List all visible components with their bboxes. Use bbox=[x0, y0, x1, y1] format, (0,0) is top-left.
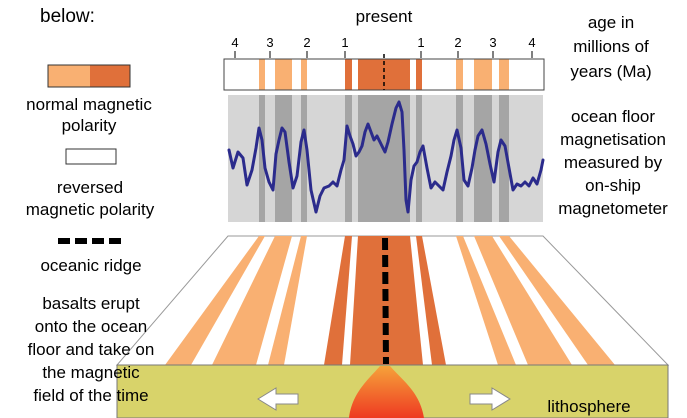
magnetometer-label-line3: measured by bbox=[564, 153, 663, 172]
normal-band bbox=[499, 59, 509, 90]
magnetometer-label-line4: on-ship bbox=[585, 176, 641, 195]
tick-right-2: 2 bbox=[454, 35, 461, 50]
normal-band bbox=[301, 59, 307, 90]
basalt-label-line3: floor and take on bbox=[28, 340, 155, 359]
tick-left-2: 2 bbox=[303, 35, 310, 50]
reversed-polarity-label-line2: magnetic polarity bbox=[26, 200, 155, 219]
stripe-left-2 bbox=[268, 236, 307, 365]
tick-labels: 4 3 2 1 1 2 3 4 bbox=[231, 35, 535, 50]
normal-band bbox=[275, 59, 292, 90]
basalt-label-line5: field of the time bbox=[33, 386, 148, 405]
stripe-left-3 bbox=[212, 236, 292, 365]
ocean-floor-surface bbox=[115, 235, 670, 366]
tick-right-4: 4 bbox=[528, 35, 535, 50]
stripe-right-2 bbox=[456, 236, 516, 365]
tick-left-1: 1 bbox=[341, 35, 348, 50]
magnetometer-trace bbox=[227, 100, 545, 214]
arrow-right-icon bbox=[469, 387, 511, 411]
tick-left-4: 4 bbox=[231, 35, 238, 50]
normal-band bbox=[259, 59, 265, 90]
magnetometer-label-line2: magnetisation bbox=[560, 130, 666, 149]
magnetometer-label-line5: magnetometer bbox=[558, 199, 668, 218]
normal-polarity-label-line1: normal magnetic bbox=[26, 95, 152, 114]
legend-header: below: bbox=[40, 6, 95, 27]
normal-band bbox=[345, 59, 352, 90]
reversed-polarity-label-line1: reversed bbox=[57, 178, 123, 197]
tick-left-3: 3 bbox=[266, 35, 273, 50]
basalt-label-line1: basalts erupt bbox=[42, 294, 140, 313]
age-label-line1: age in bbox=[588, 13, 634, 32]
stripe-right-1 bbox=[416, 236, 446, 365]
magma-chamber bbox=[349, 366, 424, 418]
normal-band bbox=[456, 59, 463, 90]
normal-band bbox=[416, 59, 422, 90]
magnetometer-panel bbox=[227, 95, 545, 222]
reversed-polarity-swatch bbox=[65, 148, 117, 165]
age-label-line2: millions of bbox=[573, 37, 649, 56]
tick-right-3: 3 bbox=[489, 35, 496, 50]
lithosphere-label: lithosphere bbox=[547, 397, 630, 416]
ridge-legend-label: oceanic ridge bbox=[40, 256, 141, 275]
stripe-right-3 bbox=[474, 236, 572, 365]
tick-marks bbox=[234, 51, 533, 58]
normal-polarity-swatch bbox=[47, 64, 131, 88]
arrow-left-icon bbox=[257, 387, 299, 411]
oceanic-ridge-line bbox=[382, 237, 389, 365]
basalt-label-line4: the magnetic bbox=[42, 363, 140, 382]
basalt-label-line2: onto the ocean bbox=[35, 317, 147, 336]
stripe-left-outer bbox=[165, 236, 265, 365]
lithosphere-block bbox=[116, 364, 669, 418]
stripe-right-outer bbox=[499, 236, 615, 365]
polarity-timeline-bar bbox=[223, 54, 545, 91]
normal-polarity-label-line2: polarity bbox=[62, 116, 117, 135]
tick-right-1: 1 bbox=[417, 35, 424, 50]
magnetometer-label-line1: ocean floor bbox=[571, 107, 655, 126]
present-label: present bbox=[356, 7, 413, 26]
stripe-left-1 bbox=[324, 236, 352, 365]
age-label-line3: years (Ma) bbox=[570, 62, 651, 81]
normal-band bbox=[474, 59, 492, 90]
